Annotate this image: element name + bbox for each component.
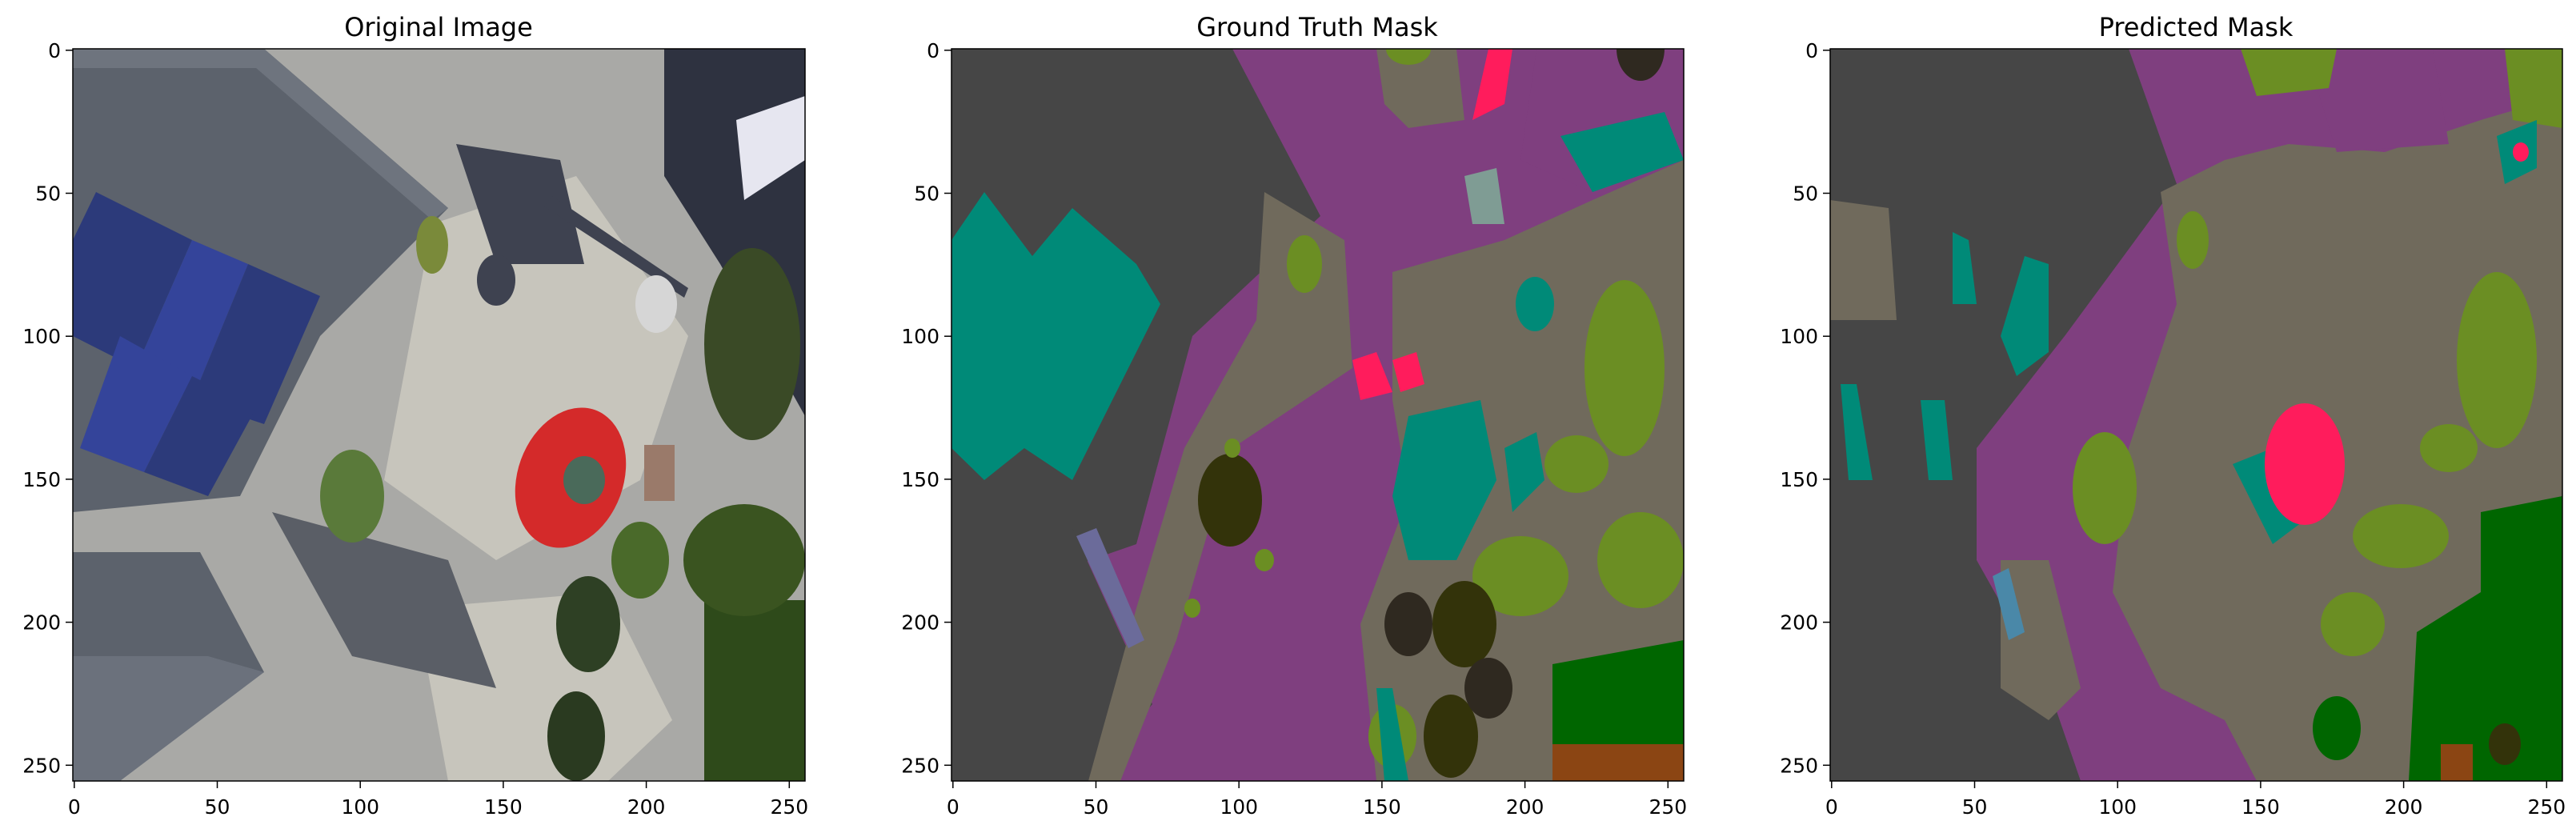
aerial-photo [73,49,805,781]
y-tick-label: 100 [1780,325,1818,348]
y-tick-label: 250 [1780,754,1818,777]
x-axis: 0 50 100 150 200 250 [1825,781,2566,819]
y-tick-label: 150 [1780,468,1818,491]
y-tick-label: 0 [1805,39,1818,62]
y-tick-label: 250 [901,754,939,777]
x-tick-label: 0 [68,795,81,819]
x-tick-label: 50 [205,795,230,819]
x-tick-label: 150 [1363,795,1401,819]
y-tick-label: 100 [22,325,61,348]
y-tick-label: 200 [901,611,939,635]
x-axis: 0 50 100 150 200 250 [68,781,808,819]
y-axis: 0 50 100 150 200 250 [22,39,73,777]
y-tick-label: 250 [22,754,61,777]
y-axis: 0 50 100 150 200 250 [901,39,951,777]
x-tick-label: 150 [484,795,523,819]
x-tick-label: 200 [2385,795,2423,819]
x-tick-label: 100 [341,795,379,819]
predicted-segmentation [1830,49,2562,781]
panel-title: Ground Truth Mask [1196,12,1438,42]
x-tick-label: 50 [1962,795,1988,819]
x-tick-label: 150 [2241,795,2280,819]
y-tick-label: 100 [901,325,939,348]
y-tick-label: 50 [35,182,61,206]
axes-frame [1829,48,2563,782]
y-tick-label: 0 [927,39,939,62]
x-tick-label: 100 [1220,795,1258,819]
y-tick-label: 200 [1780,611,1818,635]
y-tick-label: 150 [901,468,939,491]
x-tick-label: 200 [1506,795,1544,819]
ground-truth-segmentation [951,49,1684,781]
panel-predicted-mask: Predicted Mask [1780,12,2566,819]
panel-title: Predicted Mask [2099,12,2294,42]
y-tick-label: 200 [22,611,61,635]
x-tick-label: 100 [2098,795,2137,819]
x-tick-label: 250 [2527,795,2566,819]
x-tick-label: 0 [947,795,959,819]
axes-frame [951,48,1685,782]
x-axis: 0 50 100 150 200 250 [947,781,1687,819]
x-tick-label: 200 [627,795,666,819]
y-tick-label: 0 [48,39,61,62]
x-tick-label: 0 [1825,795,1838,819]
y-axis: 0 50 100 150 200 250 [1780,39,1830,777]
axes-frame [72,48,806,782]
y-tick-label: 50 [1793,182,1818,206]
x-tick-label: 250 [770,795,808,819]
panel-title: Original Image [344,12,533,42]
y-tick-label: 150 [22,468,61,491]
panel-ground-truth-mask: Ground Truth Mask [901,12,1687,819]
y-tick-label: 50 [914,182,939,206]
panel-original-image: Original Image [22,12,808,819]
x-tick-label: 250 [1649,795,1687,819]
x-tick-label: 50 [1084,795,1109,819]
